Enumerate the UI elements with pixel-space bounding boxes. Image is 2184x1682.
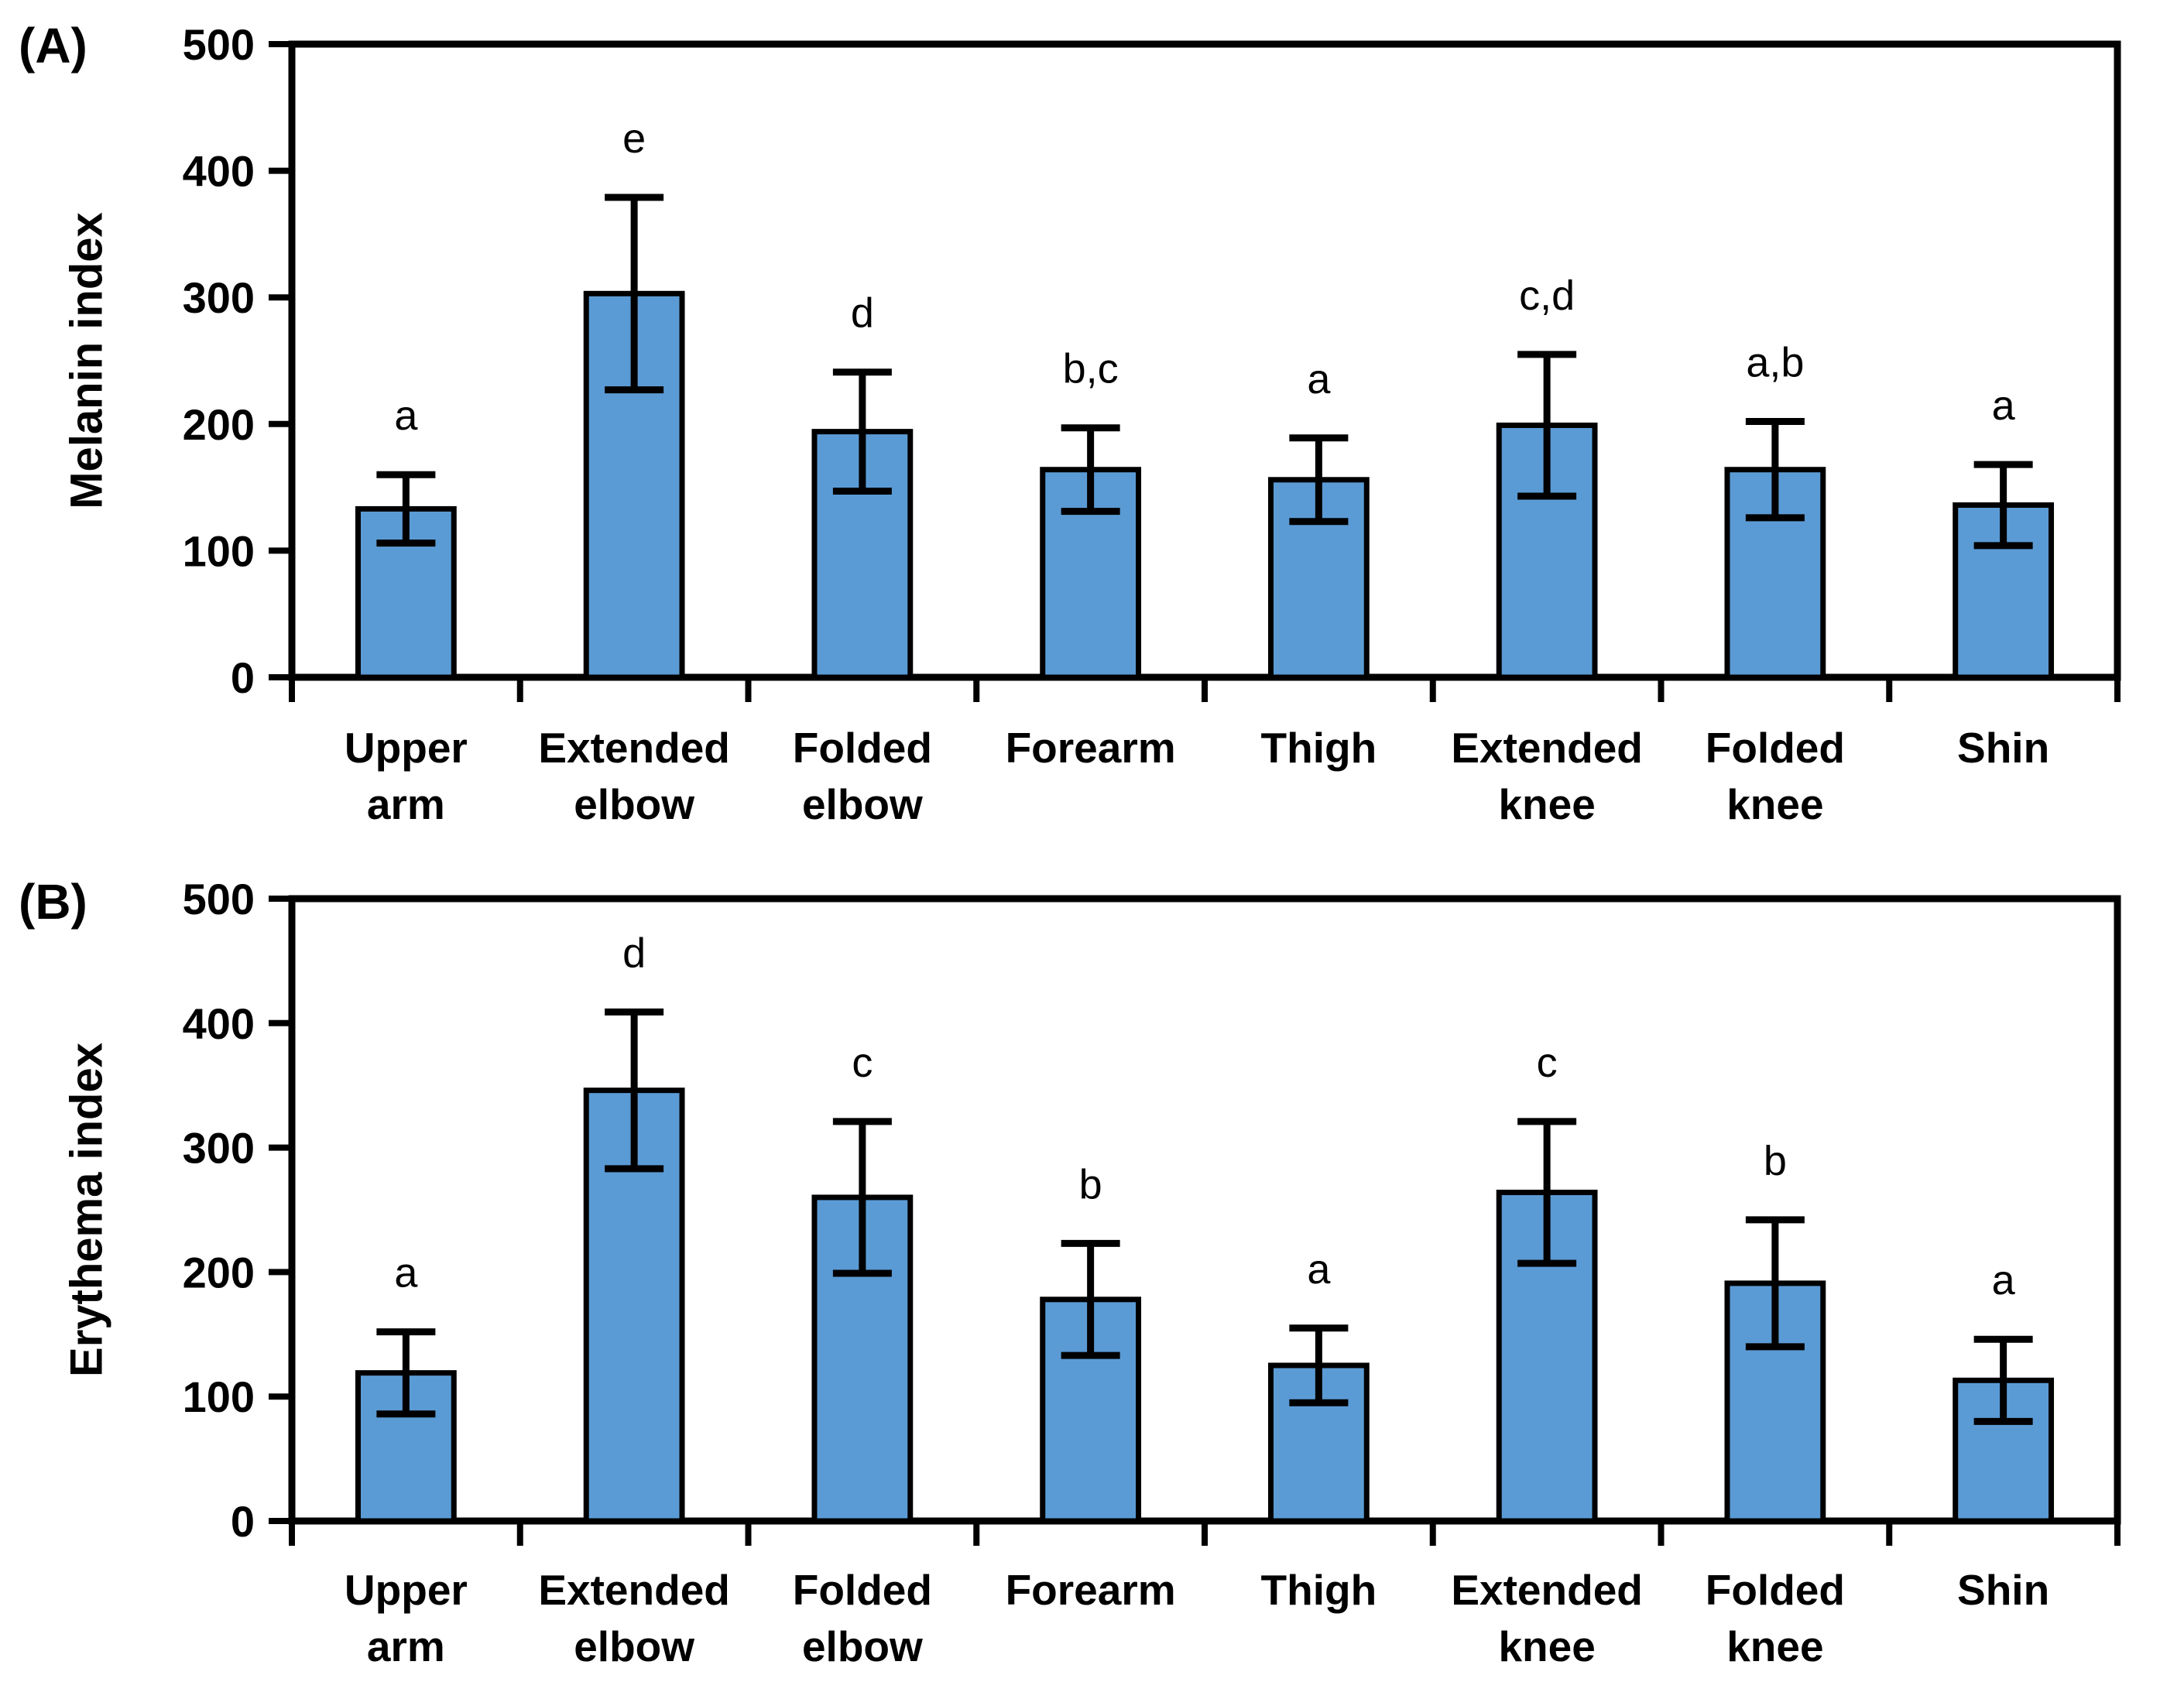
significance-letter: a — [1307, 356, 1331, 403]
significance-letter: e — [622, 115, 646, 162]
significance-letter: d — [851, 290, 874, 337]
x-category-label: Shin — [1957, 1566, 2049, 1614]
x-category-label: elbow — [802, 780, 923, 828]
x-category-label: elbow — [574, 1622, 694, 1670]
x-category-label: Folded — [1706, 724, 1845, 772]
x-category-label: elbow — [802, 1622, 923, 1670]
y-tick-label: 300 — [183, 273, 255, 322]
panel-b-label: (B) — [19, 874, 87, 930]
significance-letter: a — [394, 1250, 418, 1297]
significance-letter: a — [394, 392, 418, 439]
x-category-label: Upper — [345, 724, 468, 772]
y-tick-label: 100 — [183, 1372, 255, 1421]
significance-letter: c,d — [1519, 272, 1575, 319]
x-category-label: arm — [367, 780, 445, 828]
significance-letter: a — [1992, 382, 2016, 429]
x-category-label: Folded — [793, 724, 932, 772]
significance-letter: a — [1992, 1257, 2016, 1303]
significance-letter: d — [622, 930, 646, 976]
y-tick-label: 500 — [183, 20, 255, 69]
y-tick-label: 200 — [183, 1248, 255, 1297]
significance-letter: a,b — [1746, 340, 1804, 386]
y-tick-label: 400 — [183, 147, 255, 196]
x-category-label: knee — [1726, 1622, 1823, 1670]
y-tick-label: 0 — [231, 1497, 255, 1546]
plot-frame — [288, 895, 2121, 1525]
bar — [1040, 1297, 1142, 1524]
bar — [355, 505, 457, 680]
y-tick-label: 100 — [183, 526, 255, 575]
significance-letter: a — [1307, 1246, 1331, 1293]
significance-letter: c — [1537, 1040, 1558, 1086]
significance-letter: b,c — [1063, 346, 1119, 392]
x-category-label: Forearm — [1006, 724, 1176, 772]
y-tick-label: 300 — [183, 1124, 255, 1173]
x-category-label: Extended — [1451, 724, 1643, 772]
x-category-label: elbow — [574, 780, 694, 828]
y-tick-label: 500 — [183, 875, 255, 923]
x-category-label: Shin — [1957, 724, 2049, 772]
panel-a-label: (A) — [19, 18, 87, 74]
x-category-label: Thigh — [1261, 1566, 1377, 1614]
x-category-label: Forearm — [1006, 1566, 1176, 1614]
x-category-label: Extended — [1451, 1566, 1643, 1614]
x-category-label: Upper — [345, 1566, 468, 1614]
x-category-label: Extended — [538, 724, 730, 772]
x-category-label: knee — [1498, 1622, 1595, 1670]
y-tick-label: 400 — [183, 999, 255, 1048]
x-category-label: knee — [1498, 780, 1595, 828]
x-category-label: Folded — [793, 1566, 932, 1614]
x-category-label: Thigh — [1261, 724, 1377, 772]
x-category-label: Extended — [538, 1566, 730, 1614]
x-category-label: knee — [1726, 780, 1823, 828]
y-tick-label: 200 — [183, 400, 255, 449]
x-category-label: Folded — [1706, 1566, 1845, 1614]
significance-letter: b — [1764, 1138, 1787, 1184]
y-tick-label: 0 — [231, 653, 255, 702]
x-category-label: arm — [367, 1622, 445, 1670]
significance-letter: b — [1079, 1161, 1102, 1208]
significance-letter: c — [852, 1040, 873, 1086]
